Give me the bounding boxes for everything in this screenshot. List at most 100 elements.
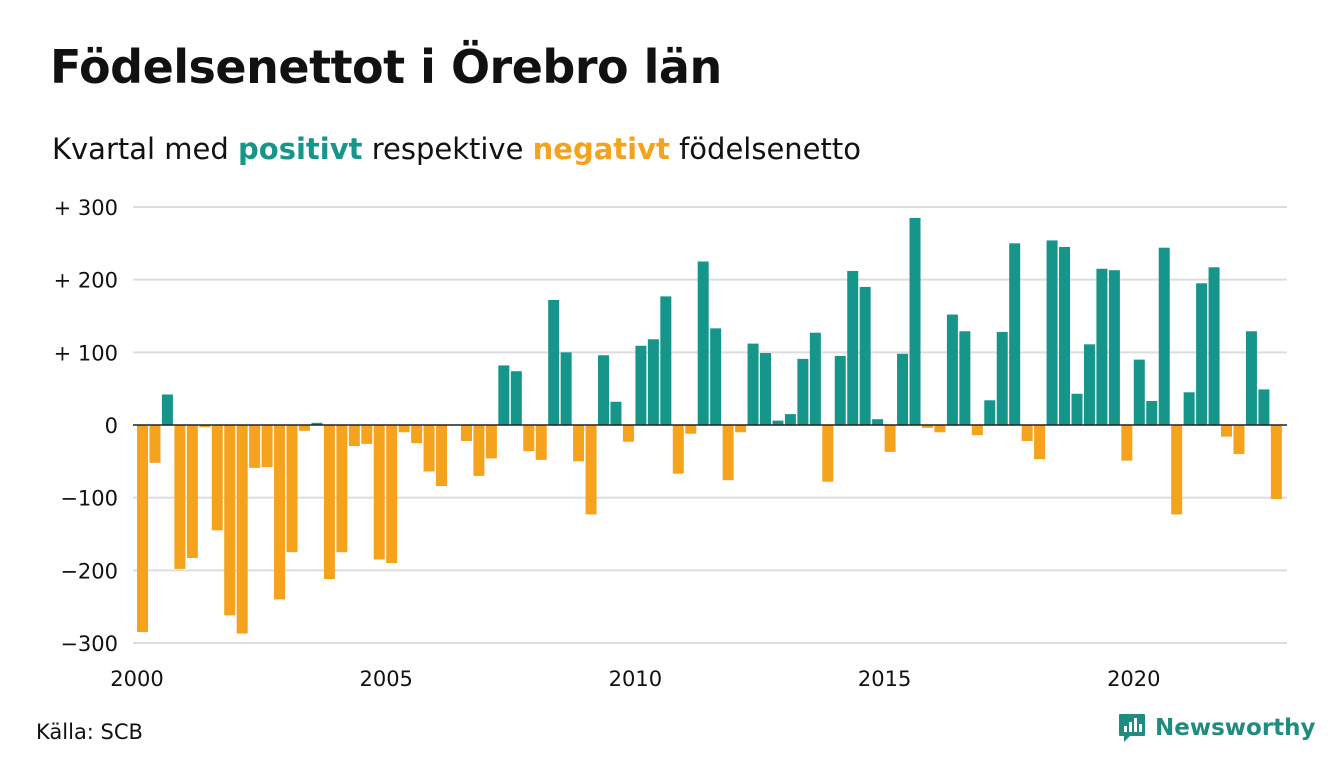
x-tick-label: 2000 (110, 667, 163, 691)
bar (436, 425, 448, 487)
bar (1121, 425, 1133, 461)
bar (523, 425, 535, 452)
bar (373, 425, 385, 560)
bar (1158, 247, 1170, 425)
bar (224, 425, 236, 616)
newsworthy-logo: Newsworthy (1118, 713, 1316, 743)
bar (298, 425, 310, 431)
bar (311, 422, 323, 425)
bar (137, 425, 148, 633)
subtitle-suffix: födelsenetto (679, 132, 861, 166)
subtitle-positive: positivt (238, 132, 363, 166)
bar (1221, 425, 1233, 437)
bar (1233, 425, 1245, 455)
bar (348, 425, 360, 447)
bar (1071, 393, 1083, 425)
bar (274, 425, 286, 600)
bar (398, 425, 410, 433)
bar (660, 296, 672, 425)
bar (1034, 425, 1046, 460)
bar (411, 425, 423, 444)
bar (498, 365, 510, 425)
source-note: Källa: SCB (36, 720, 143, 744)
x-tick-label: 2010 (609, 667, 662, 691)
bar (884, 425, 896, 452)
bar (149, 425, 161, 463)
bar (984, 400, 996, 425)
bar (647, 339, 659, 425)
x-tick-label: 2015 (858, 667, 911, 691)
bar (1046, 240, 1058, 425)
bar (697, 261, 709, 425)
bar (1133, 359, 1145, 425)
bar (560, 352, 572, 425)
bar (722, 425, 734, 481)
chart-title: Födelsenettot i Örebro län (50, 40, 722, 94)
bar (1270, 425, 1282, 500)
bar (934, 425, 946, 433)
bar (336, 425, 348, 553)
bar (971, 425, 983, 436)
x-tick-label: 2005 (359, 667, 412, 691)
bar (386, 425, 398, 564)
bar (1009, 243, 1021, 425)
bar (199, 425, 211, 428)
y-tick-label: + 200 (54, 269, 118, 293)
bar (535, 425, 547, 460)
bar-chart: + 300 + 200 + 100 0 −100 −200 −300 2000 2005 201… (54, 196, 1287, 691)
bar (249, 425, 261, 468)
x-axis-ticks: 2000 2005 2010 2015 2020 (110, 667, 1160, 691)
bar (1208, 267, 1220, 425)
bar (573, 425, 585, 462)
bar (735, 425, 747, 433)
bar (1108, 270, 1120, 425)
bar (548, 300, 560, 425)
bar (1096, 268, 1108, 425)
bar (909, 217, 921, 425)
newsworthy-logo-icon (1119, 714, 1145, 742)
subtitle-prefix: Kvartal med (52, 132, 229, 166)
y-tick-label: −100 (60, 487, 118, 511)
bar (1146, 401, 1158, 425)
bar (747, 343, 759, 425)
bar (585, 425, 597, 515)
bar (1196, 283, 1208, 425)
bar (760, 353, 771, 425)
bar (1059, 246, 1071, 425)
bar (323, 425, 335, 580)
bar (710, 328, 722, 425)
y-tick-label: −300 (60, 632, 118, 656)
bar (859, 286, 871, 425)
y-axis-ticks: + 300 + 200 + 100 0 −100 −200 −300 (54, 196, 118, 656)
bar (1258, 389, 1270, 425)
subtitle-middle: respektive (371, 132, 524, 166)
bar (847, 270, 859, 425)
bar (1021, 425, 1033, 441)
bar (1171, 425, 1183, 515)
y-tick-label: + 100 (54, 341, 118, 365)
bar (834, 355, 846, 425)
bar (1083, 344, 1095, 425)
bar (473, 425, 485, 476)
bars (137, 217, 1282, 634)
bar (772, 420, 784, 425)
bar (897, 353, 909, 425)
bar (610, 401, 622, 425)
bar (672, 425, 684, 474)
newsworthy-logo-text: Newsworthy (1155, 715, 1316, 741)
bar (946, 314, 958, 425)
bar (161, 394, 173, 425)
bar (460, 425, 472, 441)
bar (1245, 331, 1257, 425)
bar (685, 425, 697, 434)
bar (485, 425, 497, 459)
bar (1183, 392, 1195, 425)
bar (822, 425, 834, 482)
bar (510, 371, 522, 425)
bar (286, 425, 298, 553)
bar (809, 332, 821, 425)
bar (261, 425, 273, 468)
bar (622, 425, 634, 442)
bar (959, 331, 971, 425)
bar (236, 425, 248, 634)
